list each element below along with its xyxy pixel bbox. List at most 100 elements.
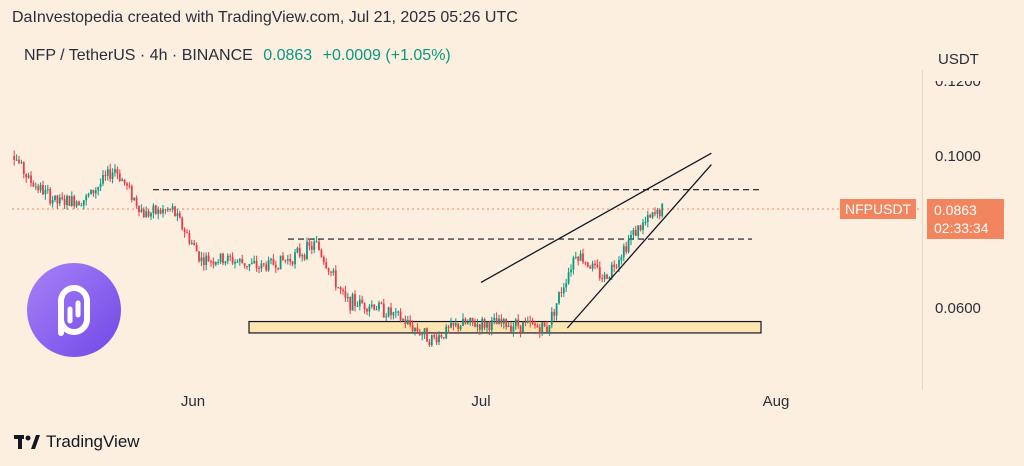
candle-body [646, 215, 649, 222]
candle-body [368, 306, 371, 312]
candle-body [315, 241, 318, 243]
candle-body [63, 198, 66, 205]
candle-body [200, 257, 203, 262]
candle-body [392, 312, 395, 316]
candle-body [133, 197, 136, 201]
candle-body [625, 246, 628, 252]
candle-body [258, 267, 260, 269]
tradingview-brand[interactable]: TradingView [14, 432, 140, 452]
candle-body [435, 336, 438, 343]
candle-body [205, 255, 208, 265]
candle-body [294, 252, 296, 265]
candle-body [507, 325, 510, 327]
candle-body [553, 311, 556, 316]
candle-body [546, 326, 548, 333]
candle-body [476, 324, 479, 327]
currency-label[interactable]: USDT [938, 51, 979, 68]
x-tick-label: Aug [762, 393, 790, 410]
candle-body [591, 263, 594, 269]
candle-body [577, 256, 580, 261]
candle-body [351, 294, 354, 311]
candle-body [543, 322, 546, 327]
candle-body [356, 305, 359, 307]
y-tick-label: 0.1000 [935, 148, 981, 165]
candle-body [411, 325, 414, 332]
candle-body [236, 261, 239, 263]
candle-body [550, 311, 553, 326]
price-tag: 0.0863 02:33:34 [927, 199, 1004, 239]
candle-body [586, 262, 589, 267]
candle-body [82, 200, 85, 206]
candle-body [298, 247, 301, 257]
candle-body [618, 260, 620, 267]
candle-body [75, 201, 78, 207]
candle-body [54, 195, 56, 200]
candle-body [183, 229, 186, 233]
candle-body [104, 175, 107, 177]
candle-body [286, 258, 289, 261]
candle-body [68, 195, 71, 207]
candle-body [526, 320, 529, 323]
candle-body [524, 321, 527, 323]
candle-body [373, 304, 376, 310]
candle-body [598, 267, 601, 279]
candle-body [190, 242, 193, 244]
candle-body [495, 317, 498, 325]
price-change: +0.0009 (+1.05%) [322, 47, 451, 64]
candle-body [498, 318, 500, 325]
wedge-lower-trendline [566, 164, 712, 329]
candle-body [385, 316, 388, 318]
candle-body [649, 215, 652, 218]
candle-body [171, 206, 174, 210]
candle-body [620, 257, 623, 261]
candle-body [387, 307, 390, 317]
candle-body [265, 264, 268, 271]
candle-body [193, 242, 196, 246]
candle-body [406, 319, 409, 325]
candle-body [361, 299, 364, 304]
candle-body [135, 197, 138, 206]
candle-body [560, 292, 563, 294]
candle-body [202, 257, 205, 265]
candle-body [658, 209, 661, 217]
candle-body [445, 326, 448, 339]
tradingview-name: TradingView [46, 432, 140, 451]
candle-body [519, 325, 522, 332]
candle-body [234, 261, 236, 264]
symbol-bar: NFP / TetherUS · 4h · BINANCE 0.0863 +0.… [24, 47, 451, 65]
candle-body [332, 270, 335, 273]
candle-body [255, 260, 258, 268]
candle-body [198, 251, 200, 262]
candle-body [289, 258, 292, 262]
candle-body [370, 304, 373, 307]
candle-body [87, 194, 90, 196]
candle-body [579, 253, 582, 261]
candle-body [174, 206, 176, 216]
candle-body [642, 222, 644, 230]
candle-body [301, 255, 304, 257]
symbol-title[interactable]: NFP / TetherUS · 4h · BINANCE [24, 47, 253, 64]
current-price-label: 0.0863 [934, 202, 977, 218]
candle-body [147, 211, 150, 217]
candle-body [150, 213, 152, 217]
candle-body [58, 197, 61, 204]
candle-body [457, 323, 460, 330]
candle-body [486, 322, 488, 328]
candle-body [466, 322, 469, 324]
candle-body [541, 322, 544, 334]
candle-body [404, 319, 407, 325]
candle-body [130, 186, 133, 201]
candle-body [421, 334, 424, 336]
candle-body [70, 196, 73, 207]
candle-body [214, 262, 217, 265]
candle-body [596, 264, 599, 268]
candle-body [250, 262, 253, 265]
last-price: 0.0863 [263, 47, 313, 64]
candle-body [330, 271, 332, 273]
candle-body [440, 335, 443, 338]
candle-body [358, 299, 361, 306]
candle-body [166, 208, 169, 211]
candle-body [61, 197, 64, 199]
candle-body [606, 274, 608, 279]
